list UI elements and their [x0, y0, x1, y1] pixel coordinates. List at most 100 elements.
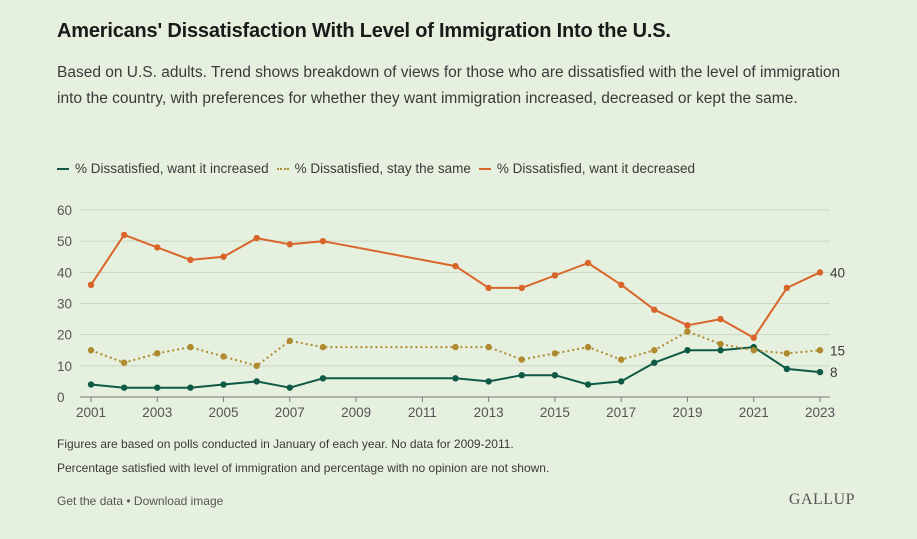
data-point-same-2004 — [187, 343, 194, 351]
data-point-increased-2023 — [816, 368, 824, 376]
data-point-increased-2020 — [717, 347, 724, 354]
data-point-decreased-2021 — [750, 334, 757, 341]
data-point-decreased-2002 — [120, 231, 128, 239]
legend-label-same: % Dissatisfied, stay the same — [294, 161, 471, 176]
data-point-decreased-2004 — [187, 256, 194, 264]
footnote-excluded: Percentage satisfied with level of immig… — [57, 461, 550, 475]
data-point-increased-2022 — [783, 365, 791, 373]
data-point-same-2008 — [319, 343, 327, 351]
data-point-increased-2007 — [286, 384, 294, 391]
x-tick-label-2001: 2001 — [76, 405, 106, 420]
legend-label-decreased: % Dissatisfied, want it decreased — [496, 161, 696, 176]
y-tick-label-30: 30 — [57, 297, 72, 312]
x-tick-label-2003: 2003 — [142, 405, 172, 420]
data-point-same-2020 — [717, 340, 724, 348]
x-tick-label-2011: 2011 — [408, 405, 437, 420]
y-tick-label-0: 0 — [57, 390, 65, 405]
legend-item-same: % Dissatisfied, stay the same — [276, 161, 471, 176]
data-point-increased-2018 — [651, 359, 658, 366]
x-tick-label-2015: 2015 — [540, 405, 570, 420]
legend-label-increased: % Dissatisfied, want it increased — [75, 161, 269, 176]
data-point-decreased-2015 — [551, 272, 559, 279]
line-chart: 0 10 20 30 40 50 60 2001 2003 2005 2007 2009 2011 201… — [57, 203, 845, 420]
x-tick-label-2007: 2007 — [275, 405, 305, 420]
y-tick-label-50: 50 — [57, 234, 72, 249]
footer-separator: • — [123, 494, 134, 508]
data-point-decreased-2013 — [485, 284, 492, 292]
data-point-increased-2019 — [684, 347, 691, 354]
footnote-polls: Figures are based on polls conducted in … — [57, 437, 514, 451]
series-line-same — [90, 330, 821, 367]
data-point-increased-2014 — [518, 371, 525, 379]
data-point-same-2006 — [253, 362, 260, 370]
data-point-decreased-2020 — [717, 315, 724, 323]
y-tick-label-40: 40 — [57, 265, 72, 280]
data-point-decreased-2014 — [518, 284, 525, 292]
data-point-decreased-2023 — [816, 269, 824, 276]
y-tick-label-60: 60 — [57, 203, 72, 218]
data-point-increased-2013 — [485, 378, 492, 385]
data-point-decreased-2012 — [452, 262, 459, 270]
x-tick-label-2019: 2019 — [672, 405, 702, 420]
data-point-same-2019 — [684, 328, 691, 335]
legend-item-decreased: % Dissatisfied, want it decreased — [478, 161, 696, 176]
series-line-decreased — [90, 233, 821, 339]
data-point-increased-2015 — [551, 371, 559, 379]
data-point-same-2013 — [485, 343, 492, 351]
data-point-same-2021 — [750, 347, 757, 354]
data-point-same-2018 — [651, 347, 658, 354]
data-point-decreased-2005 — [220, 253, 227, 260]
x-tick-label-2021: 2021 — [739, 405, 769, 420]
data-point-same-2023 — [816, 347, 824, 354]
y-tick-label-20: 20 — [57, 328, 72, 343]
legend-item-increased: % Dissatisfied, want it increased — [57, 161, 269, 176]
data-point-same-2001 — [87, 347, 95, 354]
data-point-decreased-2018 — [651, 306, 658, 313]
chart-subtitle: Based on U.S. adults. Trend shows breakd… — [57, 64, 841, 107]
footer-links: Get the data • Download image — [57, 494, 223, 508]
legend-swatch-decreased — [478, 167, 491, 170]
data-point-decreased-2007 — [286, 241, 294, 248]
end-label-same: 15 — [830, 343, 845, 358]
data-point-same-2005 — [220, 353, 227, 360]
data-point-same-2002 — [120, 359, 128, 366]
data-point-decreased-2016 — [584, 259, 592, 267]
data-point-increased-2012 — [452, 375, 459, 382]
data-point-same-2012 — [452, 343, 459, 351]
data-point-increased-2017 — [617, 378, 625, 385]
x-tick-label-2017: 2017 — [606, 405, 636, 420]
data-point-decreased-2003 — [154, 244, 161, 251]
x-tick-label-2023: 2023 — [805, 405, 835, 420]
data-point-decreased-2017 — [617, 281, 625, 288]
data-point-increased-2004 — [187, 384, 194, 391]
data-point-increased-2016 — [584, 381, 592, 388]
data-point-same-2022 — [783, 350, 791, 357]
data-point-same-2016 — [584, 343, 592, 351]
data-point-decreased-2001 — [87, 281, 95, 288]
legend-swatch-increased — [57, 167, 69, 170]
data-point-decreased-2019 — [684, 322, 691, 329]
legend: % Dissatisfied, want it increased % Diss… — [57, 161, 703, 176]
end-label-decreased: 40 — [830, 265, 845, 280]
data-point-same-2017 — [617, 356, 625, 363]
legend-swatch-same — [276, 167, 289, 170]
data-point-same-2007 — [286, 337, 294, 345]
data-point-same-2015 — [551, 350, 559, 357]
x-tick-label-2013: 2013 — [474, 405, 504, 420]
series-line-increased — [90, 346, 821, 389]
chart-title: Americans' Dissatisfaction With Level of… — [57, 20, 671, 42]
data-point-increased-2003 — [154, 384, 161, 391]
gallup-logo[interactable]: GALLUP — [788, 491, 855, 508]
data-point-increased-2006 — [253, 378, 260, 385]
data-point-increased-2002 — [120, 384, 128, 391]
data-point-same-2003 — [154, 350, 161, 357]
x-tick-label-2005: 2005 — [209, 405, 239, 420]
data-point-increased-2001 — [87, 381, 95, 388]
data-point-decreased-2008 — [319, 237, 327, 245]
download-image-link[interactable]: Download image — [133, 494, 224, 508]
get-data-link[interactable]: Get the data — [57, 494, 124, 508]
data-point-increased-2005 — [220, 381, 227, 388]
data-point-decreased-2006 — [253, 234, 260, 242]
x-tick-label-2009: 2009 — [341, 405, 371, 420]
data-point-same-2014 — [518, 356, 525, 363]
